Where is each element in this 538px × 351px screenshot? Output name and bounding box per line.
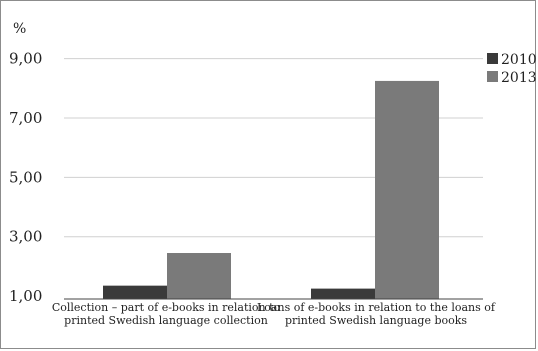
- category-label-loans: Loans of e-books in relation to the loan…: [257, 301, 495, 327]
- y-tick-labels: 1,00 3,00 5,00 7,00 9,00: [9, 50, 42, 305]
- y-tick-label: 7,00: [9, 109, 42, 127]
- y-tick-label: 5,00: [9, 168, 42, 186]
- legend-swatch-2013: [487, 71, 498, 82]
- y-tick-label: 9,00: [9, 50, 42, 68]
- legend-swatch-2010: [487, 53, 498, 64]
- bar-2013-cat1: [167, 253, 231, 299]
- bar-2010-cat1: [103, 285, 167, 299]
- bar-2013-cat2: [375, 80, 439, 299]
- category-label-collection: Collection – part of e-books in relation…: [51, 301, 281, 327]
- legend: 2010 2013: [487, 52, 537, 86]
- y-tick-label: 1,00: [9, 287, 42, 305]
- legend-label-2010: 2010: [501, 52, 537, 68]
- bars: [103, 80, 439, 299]
- y-tick-label: 3,00: [9, 228, 42, 246]
- bar-2010-cat2: [311, 288, 375, 299]
- y-unit-label: %: [13, 21, 26, 37]
- legend-label-2013: 2013: [501, 70, 537, 86]
